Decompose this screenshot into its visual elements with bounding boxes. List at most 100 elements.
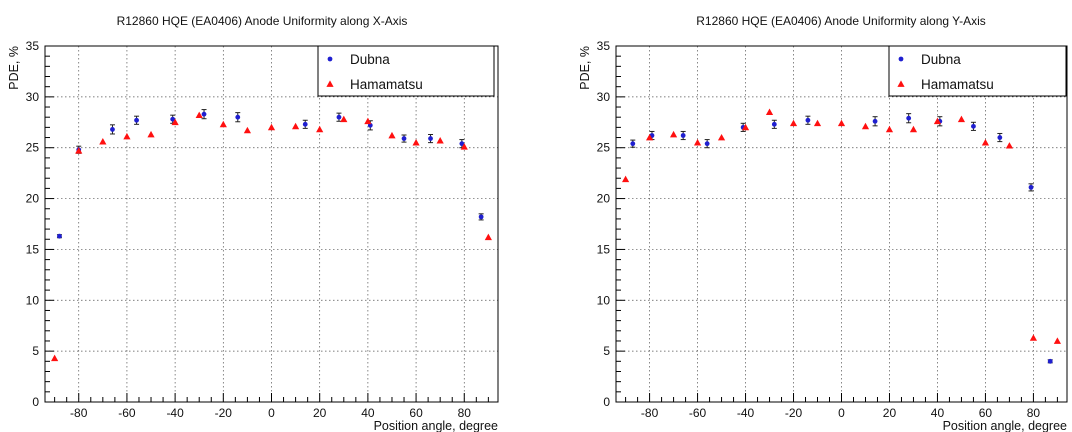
- y-tick-label: 30: [26, 90, 40, 104]
- data-point-dubna: [134, 117, 139, 123]
- data-point-dubna: [771, 121, 777, 127]
- y-tick-label: 10: [26, 293, 40, 307]
- x-tick-label: 40: [931, 406, 945, 420]
- data-point-dubna: [401, 136, 407, 141]
- data-point-hamamatsu: [981, 139, 990, 146]
- x-tick-label: 40: [361, 406, 375, 420]
- x-tick-label: 80: [458, 406, 472, 420]
- data-point-dubna: [1028, 184, 1034, 190]
- data-point-hamamatsu: [340, 115, 348, 123]
- data-point-dubna: [805, 117, 811, 123]
- data-point-dubna: [336, 114, 342, 120]
- data-point-dubna: [478, 214, 484, 220]
- data-point-hamamatsu: [195, 111, 203, 119]
- data-point-dubna: [630, 141, 636, 147]
- data-point-hamamatsu: [861, 122, 870, 130]
- data-point-hamamatsu: [436, 136, 444, 144]
- x-tick-label: 0: [838, 406, 845, 420]
- x-tick-label: -60: [118, 406, 136, 420]
- data-point-dubna: [704, 141, 710, 147]
- data-point-dubna: [110, 127, 115, 132]
- legend-label-hamamatsu: Hamamatsu: [350, 77, 423, 92]
- y-tick-label: 0: [603, 395, 610, 409]
- data-point-hamamatsu: [669, 130, 678, 138]
- x-tick-label: -60: [689, 406, 707, 420]
- data-point-dubna: [428, 136, 433, 141]
- x-tick-label: 0: [268, 406, 275, 420]
- y-tick-label: 0: [32, 395, 39, 409]
- data-point-dubna: [459, 141, 465, 147]
- y-axis-label: PDE, %: [7, 46, 21, 90]
- data-point-hamamatsu: [837, 119, 846, 127]
- data-point-hamamatsu: [1005, 142, 1014, 149]
- data-point-hamamatsu: [364, 117, 372, 125]
- data-point-hamamatsu: [765, 108, 774, 115]
- x-tick-label: 80: [1027, 406, 1041, 420]
- data-point-hamamatsu: [267, 123, 276, 131]
- data-point-hamamatsu: [388, 131, 396, 139]
- y-tick-label: 25: [597, 141, 611, 155]
- data-point-hamamatsu: [957, 115, 966, 123]
- y-axis-label: PDE, %: [578, 46, 592, 90]
- data-point-hamamatsu: [219, 120, 227, 128]
- data-point-hamamatsu: [243, 126, 252, 134]
- x-tick-label: -40: [737, 406, 755, 420]
- y-tick-label: 20: [597, 192, 611, 206]
- data-point-hamamatsu: [885, 125, 894, 133]
- data-point-dubna: [906, 115, 912, 121]
- legend-label-hamamatsu: Hamamatsu: [921, 77, 994, 92]
- data-point-hamamatsu: [1029, 334, 1038, 341]
- data-point-hamamatsu: [909, 125, 918, 133]
- y-tick-label: 20: [26, 192, 40, 206]
- x-tick-label: 60: [409, 406, 423, 420]
- chart-title: R12860 HQE (EA0406) Anode Uniformity alo…: [696, 14, 986, 28]
- data-point-hamamatsu: [789, 119, 798, 127]
- data-point-dubna: [680, 133, 686, 138]
- data-point-hamamatsu: [484, 233, 492, 241]
- legend-label-dubna: Dubna: [350, 52, 390, 67]
- data-point-dubna: [997, 135, 1003, 140]
- data-point-hamamatsu: [621, 175, 630, 183]
- plot-frame: [44, 45, 499, 403]
- x-tick-label: -80: [641, 406, 659, 420]
- data-point-hamamatsu: [171, 118, 179, 126]
- data-point-dubna: [971, 123, 976, 129]
- plot-frame: [615, 45, 1068, 403]
- x-tick-label: -40: [166, 406, 184, 420]
- x-tick-label: 20: [313, 406, 327, 420]
- legend-label-dubna: Dubna: [921, 52, 961, 67]
- data-point-hamamatsu: [291, 122, 300, 130]
- x-tick-label: 60: [979, 406, 993, 420]
- data-point-hamamatsu: [933, 117, 942, 125]
- legend-box: [888, 45, 1067, 97]
- x-axis-label: Position angle, degree: [943, 419, 1067, 432]
- chart-y-axis-uniformity: R12860 HQE (EA0406) Anode Uniformity alo…: [578, 14, 1068, 432]
- y-tick-label: 5: [32, 344, 39, 358]
- x-tick-label: 20: [883, 406, 897, 420]
- x-tick-label: -80: [70, 406, 88, 420]
- data-point-hamamatsu: [741, 123, 750, 131]
- data-point-hamamatsu: [51, 354, 59, 362]
- data-point-hamamatsu: [813, 119, 822, 127]
- data-point-hamamatsu: [147, 130, 155, 138]
- y-tick-label: 35: [597, 39, 611, 53]
- data-point-hamamatsu: [693, 139, 702, 146]
- chart-x-axis-uniformity: R12860 HQE (EA0406) Anode Uniformity alo…: [7, 14, 499, 432]
- data-point-hamamatsu: [412, 139, 420, 146]
- x-axis-label: Position angle, degree: [374, 419, 498, 432]
- y-tick-label: 15: [26, 242, 40, 256]
- legend-box: [317, 45, 495, 97]
- data-point-dubna: [302, 121, 308, 127]
- data-point-dubna: [201, 111, 207, 117]
- data-point-dubna: [1047, 358, 1053, 364]
- data-point-hamamatsu: [1053, 337, 1062, 344]
- data-point-hamamatsu: [717, 133, 726, 141]
- legend-marker-hamamatsu: [897, 80, 905, 87]
- data-point-hamamatsu: [75, 147, 83, 154]
- x-tick-label: -20: [785, 406, 803, 420]
- y-tick-label: 15: [597, 242, 611, 256]
- legend-marker-hamamatsu: [326, 80, 334, 87]
- y-tick-label: 25: [26, 141, 40, 155]
- data-point-dubna: [872, 118, 878, 124]
